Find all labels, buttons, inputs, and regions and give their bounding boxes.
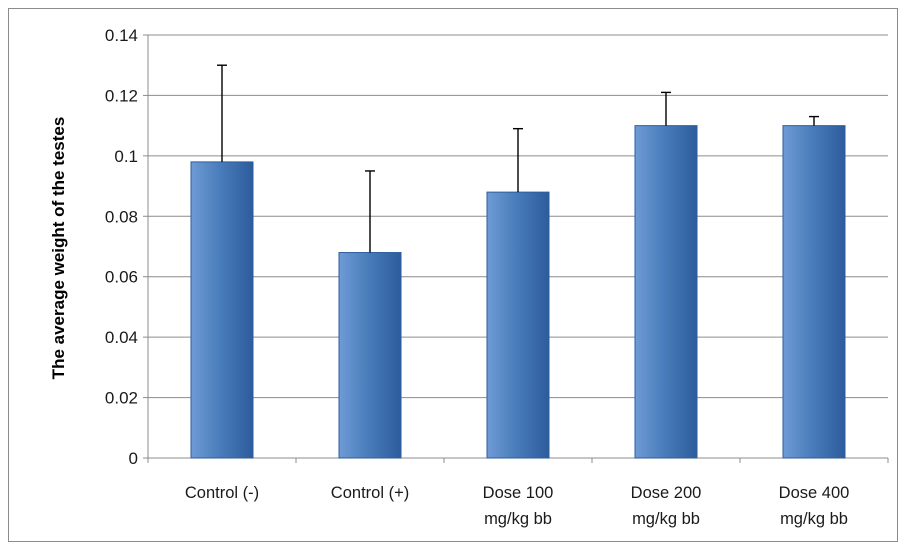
x-tick-label: Control (+)	[331, 484, 409, 502]
bar	[634, 125, 698, 459]
bar	[782, 125, 846, 459]
x-tick-label: Dose 400	[779, 484, 850, 502]
chart-frame	[8, 8, 898, 542]
x-tick-label: Dose 100	[483, 484, 554, 502]
y-tick-label: 0.08	[105, 207, 138, 226]
y-tick-labels: 0 0.02 0.04 0.06 0.08 0.1 0.12 0.14	[105, 26, 138, 468]
x-tick-label: mg/kg bb	[484, 510, 552, 528]
x-tick-label: mg/kg bb	[780, 510, 848, 528]
y-tick-label: 0.1	[114, 147, 138, 166]
y-axis-title: The average weight of the testes	[49, 117, 68, 380]
x-tick-label: mg/kg bb	[632, 510, 700, 528]
bar	[486, 191, 550, 459]
bar	[338, 252, 402, 459]
bars	[190, 125, 846, 459]
x-tick-label: Control (-)	[185, 484, 259, 502]
y-tick-label: 0	[129, 449, 138, 468]
bar	[190, 161, 254, 459]
y-tick-label: 0.04	[105, 328, 138, 347]
y-tick-label: 0.02	[105, 389, 138, 408]
y-tick-label: 0.06	[105, 268, 138, 287]
error-bars	[217, 64, 819, 253]
y-tick-label: 0.14	[105, 26, 138, 45]
y-tick-label: 0.12	[105, 86, 138, 105]
x-tick-label: Dose 200	[631, 484, 702, 502]
x-tick-labels: Control (-) Control (+) Dose 100 mg/kg bb Do…	[185, 484, 849, 528]
